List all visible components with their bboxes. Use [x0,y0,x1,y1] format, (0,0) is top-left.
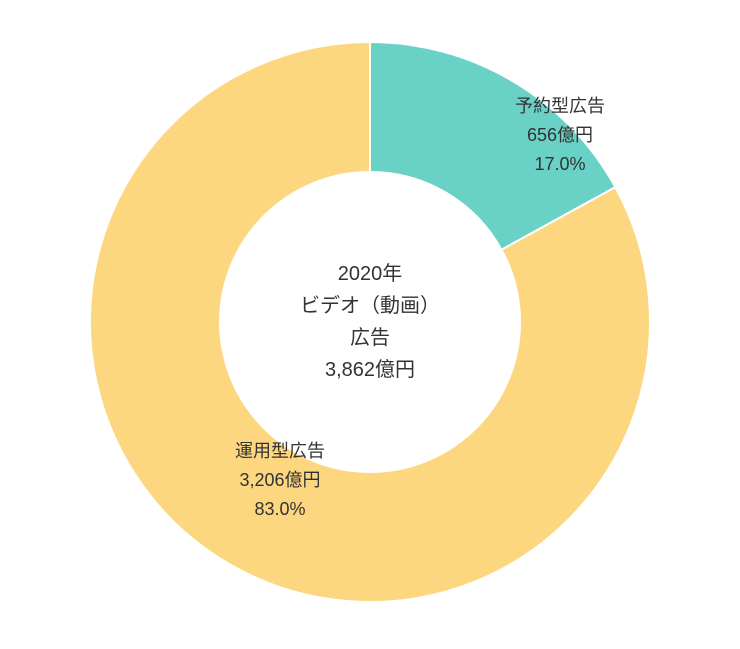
slice-1-percent: 83.0% [235,494,325,523]
center-line-2: ビデオ（動画） [300,290,440,322]
slice-label-0: 予約型広告 656億円 17.0% [515,92,605,178]
donut-chart: 2020年 ビデオ（動画） 広告 3,862億円 予約型広告 656億円 17.… [0,0,740,644]
slice-label-1: 運用型広告 3,206億円 83.0% [235,437,325,523]
slice-1-value: 3,206億円 [235,466,325,495]
center-line-4: 3,862億円 [300,354,440,386]
center-label: 2020年 ビデオ（動画） 広告 3,862億円 [300,258,440,386]
slice-1-name: 運用型広告 [235,437,325,466]
center-line-1: 2020年 [300,258,440,290]
center-line-3: 広告 [300,322,440,354]
slice-0-name: 予約型広告 [515,92,605,121]
slice-0-percent: 17.0% [515,149,605,178]
slice-0-value: 656億円 [515,121,605,150]
